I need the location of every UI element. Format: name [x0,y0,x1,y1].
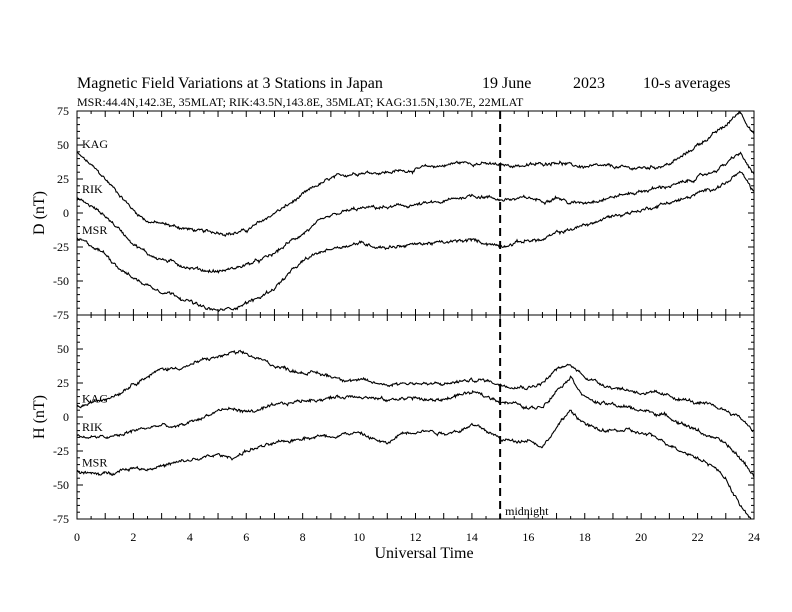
y-tick-label: -25 [53,444,69,458]
y-tick-label: 0 [63,206,69,220]
y-tick-label: -50 [53,274,69,288]
x-tick-label: 18 [579,530,591,544]
series-line-rik [76,151,755,274]
series-line-kag [76,349,755,433]
midnight-marker-label: midnight [505,504,549,518]
series-label-rik: RIK [82,420,103,434]
y-tick-label: -75 [53,512,69,526]
series-label-kag: KAG [82,137,108,151]
series-line-kag [76,111,755,238]
y-tick-label: -75 [53,308,69,322]
chart-title: Magnetic Field Variations at 3 Stations … [77,75,383,92]
y-tick-label: 75 [57,104,69,118]
series-label-kag: KAG [82,391,108,405]
y-axis-label: D (nT) [31,191,48,235]
series-label-rik: RIK [82,182,103,196]
chart-date: 19 June [482,75,531,92]
x-tick-label: 8 [300,530,306,544]
y-tick-label: 50 [57,138,69,152]
y-tick-label: 25 [57,172,69,186]
x-tick-label: 2 [130,530,136,544]
series-line-msr [76,409,754,520]
panel-frame-2 [76,314,755,520]
x-axis-label: Universal Time [374,545,473,562]
y-axis-label: H (nT) [31,395,48,439]
x-tick-label: 12 [410,530,422,544]
panel-frame-1 [76,110,755,316]
series-label-msr: MSR [82,223,107,237]
x-tick-label: 4 [187,530,193,544]
chart-year: 2023 [573,75,605,92]
chart-sampling: 10-s averages [643,75,731,92]
series-line-msr [76,170,755,313]
y-tick-label: 0 [63,410,69,424]
x-tick-label: 16 [522,530,534,544]
y-tick-label: 50 [57,342,69,356]
x-tick-label: 10 [353,530,365,544]
x-tick-label: 14 [466,530,478,544]
x-tick-label: 6 [243,530,249,544]
y-tick-label: -50 [53,478,69,492]
series-label-msr: MSR [82,455,107,469]
x-tick-label: 20 [635,530,647,544]
series-line-rik [76,375,755,478]
x-tick-label: 22 [692,530,704,544]
y-tick-label: 25 [57,376,69,390]
plot-area: 75 50 25 0 -25 -50 -75 D (nT) KAG RIK MSR 50 25 0 -25 -… [31,104,760,544]
y-tick-label: -25 [53,240,69,254]
x-tick-label: 0 [74,530,80,544]
stations-info: MSR:44.4N,142.3E, 35MLAT; RIK:43.5N,143.… [77,95,524,109]
x-tick-label: 24 [748,530,760,544]
